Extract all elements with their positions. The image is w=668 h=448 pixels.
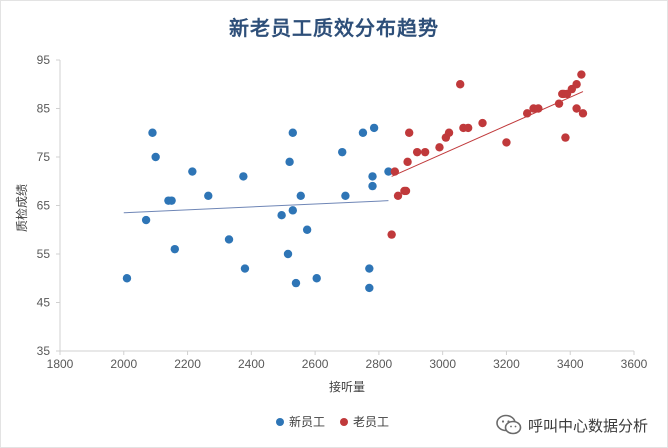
point-old-employee: [572, 80, 581, 89]
point-new-employee: [384, 167, 393, 176]
point-old-employee: [478, 118, 487, 128]
point-old-employee: [387, 230, 396, 239]
point-old-employee: [420, 147, 430, 157]
point-new-employee: [338, 147, 347, 157]
legend-marker-old: [340, 418, 348, 426]
y-tick-label: 35: [37, 344, 51, 358]
point-old-employee: [502, 138, 511, 147]
point-old-employee: [403, 157, 412, 167]
point-new-employee: [365, 264, 374, 273]
point-new-employee: [188, 167, 197, 176]
y-tick-label: 45: [37, 296, 51, 310]
y-tick-label: 65: [37, 199, 51, 213]
point-new-employee: [368, 181, 377, 191]
y-tick-label: 75: [37, 150, 51, 164]
x-tick-label: 2200: [174, 357, 201, 371]
point-old-employee: [444, 128, 454, 137]
point-new-employee: [240, 264, 250, 273]
x-tick-label: 2400: [238, 357, 265, 371]
watermark: 呼叫中心数据分析: [496, 414, 648, 436]
y-tick-label: 85: [37, 102, 51, 116]
legend-marker-new: [276, 418, 284, 426]
point-new-employee: [369, 123, 379, 133]
point-new-employee: [167, 196, 176, 205]
legend: 新员工 老员工: [276, 414, 389, 429]
trendlines: [123, 91, 584, 214]
point-old-employee: [561, 133, 570, 142]
chart-title: 新老员工质效分布趋势: [229, 16, 439, 40]
point-old-employee: [401, 186, 411, 196]
trendline-new: [123, 200, 389, 214]
point-new-employee: [341, 191, 350, 200]
point-new-employee: [148, 128, 157, 137]
point-new-employee: [170, 244, 179, 254]
point-old-employee: [522, 109, 532, 118]
point-new-employee: [291, 278, 301, 288]
x-tick-label: 3000: [429, 357, 456, 371]
point-new-employee: [277, 211, 286, 220]
point-new-employee: [151, 152, 160, 162]
point-new-employee: [312, 274, 321, 283]
point-old-employee: [435, 143, 444, 152]
point-new-employee: [224, 235, 234, 244]
point-new-employee: [288, 206, 297, 215]
wechat-icon: [496, 414, 522, 436]
x-tick-label: 3200: [493, 357, 520, 371]
point-new-employee: [285, 157, 294, 167]
point-new-employee: [368, 172, 377, 181]
x-tick-label: 2600: [302, 357, 329, 371]
x-tick-label: 3400: [557, 357, 584, 371]
point-old-employee: [393, 191, 403, 200]
point-new-employee: [239, 172, 248, 181]
point-new-employee: [288, 128, 297, 137]
y-tick-label: 55: [37, 247, 51, 261]
point-old-employee: [577, 70, 586, 79]
point-new-employee: [204, 191, 213, 200]
point-new-employee: [283, 249, 293, 259]
point-old-employee: [390, 167, 400, 176]
point-new-employee: [122, 274, 132, 283]
data-points: [122, 70, 588, 293]
point-new-employee: [296, 191, 305, 200]
point-new-employee: [141, 215, 151, 225]
y-axis-label: 质检成绩: [14, 184, 29, 232]
x-axis-label: 接听量: [329, 379, 365, 394]
x-tick-label: 2000: [110, 357, 137, 371]
point-new-employee: [358, 128, 368, 137]
trendline-old: [391, 91, 584, 177]
point-new-employee: [302, 225, 312, 234]
point-new-employee: [365, 283, 374, 293]
point-old-employee: [572, 104, 581, 113]
point-old-employee: [463, 123, 473, 133]
point-old-employee: [534, 104, 543, 113]
point-old-employee: [412, 147, 422, 157]
x-tick-label: 3600: [621, 357, 648, 371]
legend-label-new: 新员工: [289, 414, 325, 429]
point-old-employee: [578, 109, 588, 118]
x-tick-label: 1800: [47, 357, 74, 371]
point-old-employee: [456, 80, 465, 89]
point-old-employee: [404, 128, 414, 137]
x-tick-label: 2800: [366, 357, 393, 371]
axes: 1800 2000 2200 2400 2600 2800 3000 3200 3400 3600…: [37, 53, 648, 371]
legend-label-old: 老员工: [353, 415, 389, 429]
y-tick-label: 95: [37, 53, 51, 67]
point-old-employee: [554, 99, 564, 108]
watermark-text: 呼叫中心数据分析: [527, 416, 648, 435]
